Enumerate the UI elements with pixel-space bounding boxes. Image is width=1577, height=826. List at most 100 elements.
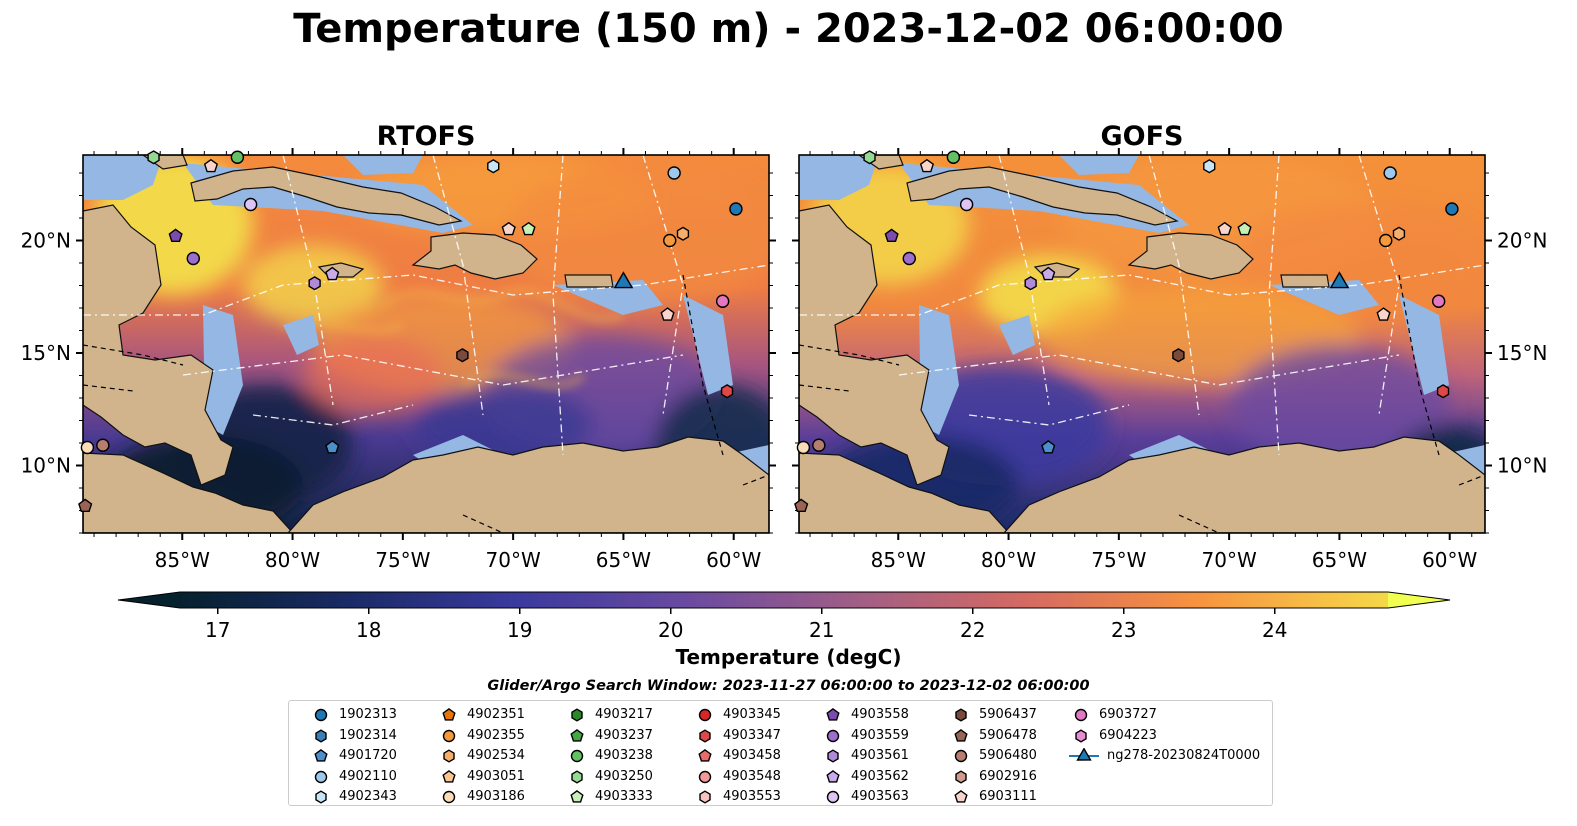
legend-label: 4903562 xyxy=(851,768,909,784)
glider-marker xyxy=(1329,271,1350,289)
markers-layer xyxy=(78,150,1459,512)
legend-label: 5906480 xyxy=(979,748,1037,763)
legend-label: 4903548 xyxy=(723,768,781,784)
argo-float-marker xyxy=(796,440,811,455)
colorbar-tick-label: 19 xyxy=(507,618,532,642)
legend-label: 4903347 xyxy=(723,727,781,743)
legend-marker xyxy=(826,708,840,721)
argo-float-marker xyxy=(1376,307,1391,321)
x-tick-label: 65°W xyxy=(1312,548,1367,572)
colorbar: 17 18 19 20 21 22 23 24 xyxy=(117,591,1451,642)
legend-label: 4903238 xyxy=(595,748,653,763)
y-tick-label: 15°N xyxy=(21,341,71,365)
legend-marker xyxy=(698,749,712,762)
legend-label: 4903345 xyxy=(723,707,781,722)
x-tick-label: 85°W xyxy=(155,548,210,572)
argo-float-marker xyxy=(325,266,340,281)
legend-marker xyxy=(954,790,968,803)
argo-float-marker xyxy=(325,440,340,454)
argo-float-marker xyxy=(1392,226,1406,241)
legend-marker xyxy=(827,749,839,763)
argo-float-marker xyxy=(1445,202,1459,216)
colorbar-tick-label: 17 xyxy=(205,618,230,642)
argo-float-marker xyxy=(884,228,899,243)
legend-label: 4902355 xyxy=(467,727,525,743)
glider-marker xyxy=(613,271,634,289)
legend-marker xyxy=(442,708,456,721)
legend-label: 4903051 xyxy=(467,768,525,784)
legend-label: 6903727 xyxy=(1099,707,1157,722)
legend-label: 4903553 xyxy=(723,789,781,804)
argo-float-marker xyxy=(186,251,200,266)
argo-float-marker xyxy=(521,221,536,236)
legend-label: 4903333 xyxy=(595,789,653,804)
legend-label: 4903250 xyxy=(595,768,653,784)
argo-float-marker xyxy=(243,197,258,212)
legend-label: 1902313 xyxy=(339,707,397,722)
legend-marker xyxy=(315,728,327,743)
argo-float-marker xyxy=(959,197,974,212)
x-tick-label: 60°W xyxy=(1422,548,1477,572)
argo-float-marker xyxy=(1041,266,1056,281)
x-tick-label: 80°W xyxy=(981,548,1036,572)
legend-title: Glider/Argo Search Window: 2023-11-27 06… xyxy=(487,678,1090,694)
legend-label: 4902343 xyxy=(339,789,397,804)
argo-float-marker xyxy=(96,438,110,452)
legend-marker xyxy=(315,790,327,804)
x-tick-label: 60°W xyxy=(706,548,761,572)
x-tick-label: 65°W xyxy=(596,548,651,572)
y-tick-label-right: 15°N xyxy=(1497,341,1547,365)
argo-float-marker xyxy=(720,384,734,399)
legend-label: 1902314 xyxy=(339,727,397,743)
legend-label: 6903111 xyxy=(979,789,1037,804)
argo-float-marker xyxy=(501,221,516,236)
y-tick-label: 20°N xyxy=(21,229,71,253)
panel-title-rtofs: RTOFS xyxy=(377,121,476,152)
legend-label: 4902534 xyxy=(467,748,525,763)
argo-float-marker xyxy=(487,159,500,174)
legend-label: 4903559 xyxy=(851,727,909,743)
argo-float-marker xyxy=(667,166,681,180)
colorbar-extend-low xyxy=(118,592,180,608)
legend-marker xyxy=(442,769,456,783)
argo-float-marker xyxy=(663,233,677,248)
legend-label: 6902916 xyxy=(979,768,1037,784)
legend-marker xyxy=(698,708,712,722)
argo-float-marker xyxy=(863,150,876,165)
x-tick-label: 70°W xyxy=(1202,548,1257,572)
legend-marker xyxy=(954,728,968,742)
argo-float-marker xyxy=(230,150,245,164)
legend-marker xyxy=(1075,728,1087,743)
argo-float-marker xyxy=(1041,440,1056,454)
x-tick-label: 80°W xyxy=(265,548,320,572)
colorbar-tick-label: 23 xyxy=(1111,618,1136,642)
argo-float-marker xyxy=(1379,233,1393,248)
argo-float-marker xyxy=(1203,159,1216,174)
page-title: Temperature (150 m) - 2023-12-02 06:00:0… xyxy=(293,6,1284,52)
legend-marker xyxy=(442,729,456,742)
argo-float-marker xyxy=(812,438,826,452)
colorbar-label: Temperature (degC) xyxy=(675,645,902,669)
argo-float-marker xyxy=(715,294,730,308)
legend: 1902313 1902314 4901720 4902110 4902343 49023… xyxy=(288,700,1273,806)
x-tick-label: 85°W xyxy=(871,548,926,572)
colorbar-tick-label: 22 xyxy=(960,618,985,642)
argo-float-marker xyxy=(794,498,809,512)
y-tick-label: 10°N xyxy=(21,454,71,478)
argo-float-marker xyxy=(1431,294,1446,308)
legend-label: 4903217 xyxy=(595,707,653,722)
colorbar-tick-label: 21 xyxy=(809,618,834,642)
legend-marker xyxy=(699,728,711,743)
argo-float-marker xyxy=(946,150,961,164)
argo-float-marker xyxy=(1217,221,1232,236)
legend-marker xyxy=(570,790,584,803)
legend-marker xyxy=(699,790,711,804)
legend-label: 4903561 xyxy=(851,748,909,763)
legend-marker xyxy=(570,749,584,763)
argo-float-marker xyxy=(203,158,219,173)
argo-float-marker xyxy=(1024,276,1037,291)
x-tick-label: 75°W xyxy=(375,548,430,572)
legend-marker xyxy=(955,708,967,722)
argo-float-marker xyxy=(168,228,183,243)
